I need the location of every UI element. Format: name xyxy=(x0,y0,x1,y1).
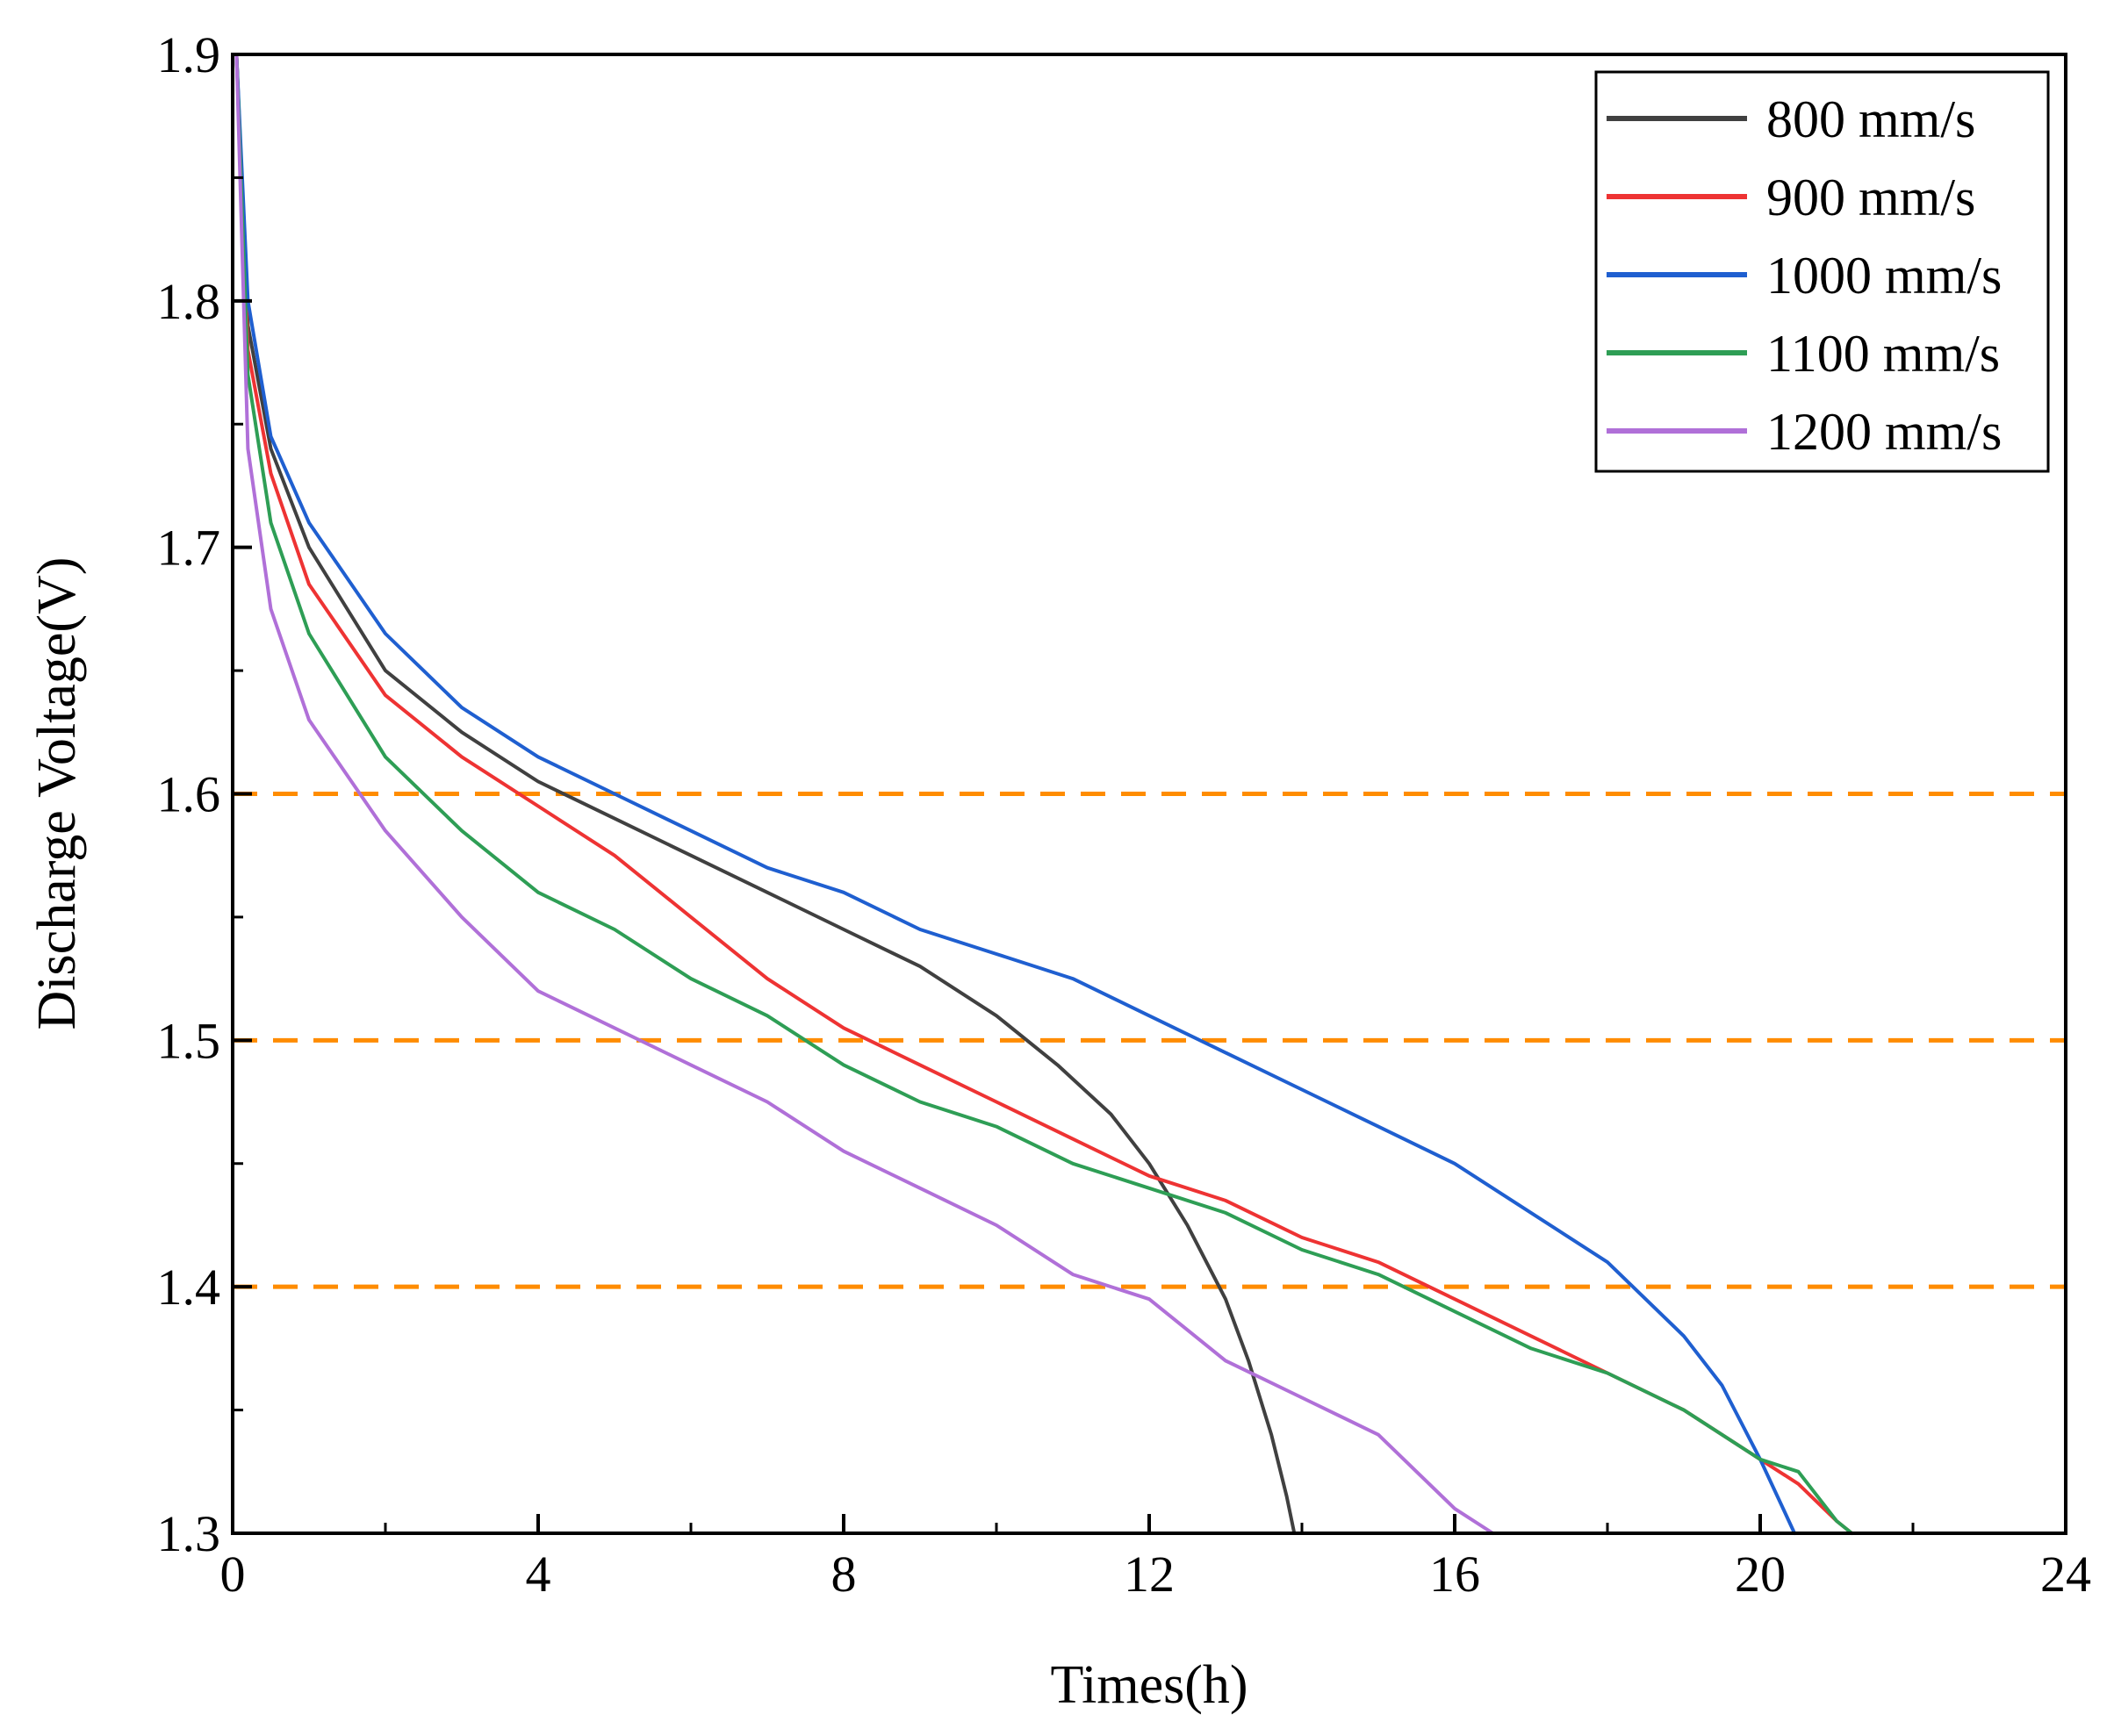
legend-label: 800 mm/s xyxy=(1766,90,1975,148)
x-tick-label: 24 xyxy=(2040,1546,2091,1603)
x-axis-ticks: 0 4 8 12 16 20 24 xyxy=(220,1514,2091,1603)
x-tick-label: 20 xyxy=(1735,1546,1786,1603)
x-tick-label: 8 xyxy=(831,1546,857,1603)
x-tick-label: 12 xyxy=(1124,1546,1175,1603)
series-line-800-mm-s xyxy=(234,53,1297,1535)
legend-label: 1100 mm/s xyxy=(1766,325,2000,383)
y-tick-label: 1.8 xyxy=(157,273,221,330)
x-axis-title: Times(h) xyxy=(1050,1655,1248,1715)
y-tick-label: 1.3 xyxy=(157,1505,221,1562)
y-tick-label: 1.4 xyxy=(157,1259,221,1316)
series-line-1000-mm-s xyxy=(234,53,1797,1535)
legend-label: 1200 mm/s xyxy=(1766,403,2002,461)
reference-lines xyxy=(233,792,2066,1289)
y-axis-ticks: 1.3 1.4 1.5 1.6 1.7 1.8 1.9 xyxy=(157,26,252,1562)
legend-label: 1000 mm/s xyxy=(1766,247,2002,305)
x-tick-label: 0 xyxy=(220,1546,246,1603)
legend: 800 mm/s 900 mm/s 1000 mm/s 1100 mm/s 1200 m… xyxy=(1594,70,2050,473)
x-tick-label: 16 xyxy=(1429,1546,1480,1603)
legend-label: 900 mm/s xyxy=(1766,169,1975,226)
legend-box xyxy=(1594,70,2050,473)
series-line-1100-mm-s xyxy=(234,53,1854,1535)
y-tick-label: 1.9 xyxy=(157,26,221,83)
series-lines xyxy=(234,53,1854,1535)
series-line-1200-mm-s xyxy=(234,53,1495,1535)
y-axis-title: Discharge Voltage(V) xyxy=(27,557,87,1030)
y-tick-label: 1.7 xyxy=(157,520,221,577)
x-tick-label: 4 xyxy=(526,1546,551,1603)
y-tick-label: 1.5 xyxy=(157,1012,221,1069)
y-tick-label: 1.6 xyxy=(157,766,221,823)
